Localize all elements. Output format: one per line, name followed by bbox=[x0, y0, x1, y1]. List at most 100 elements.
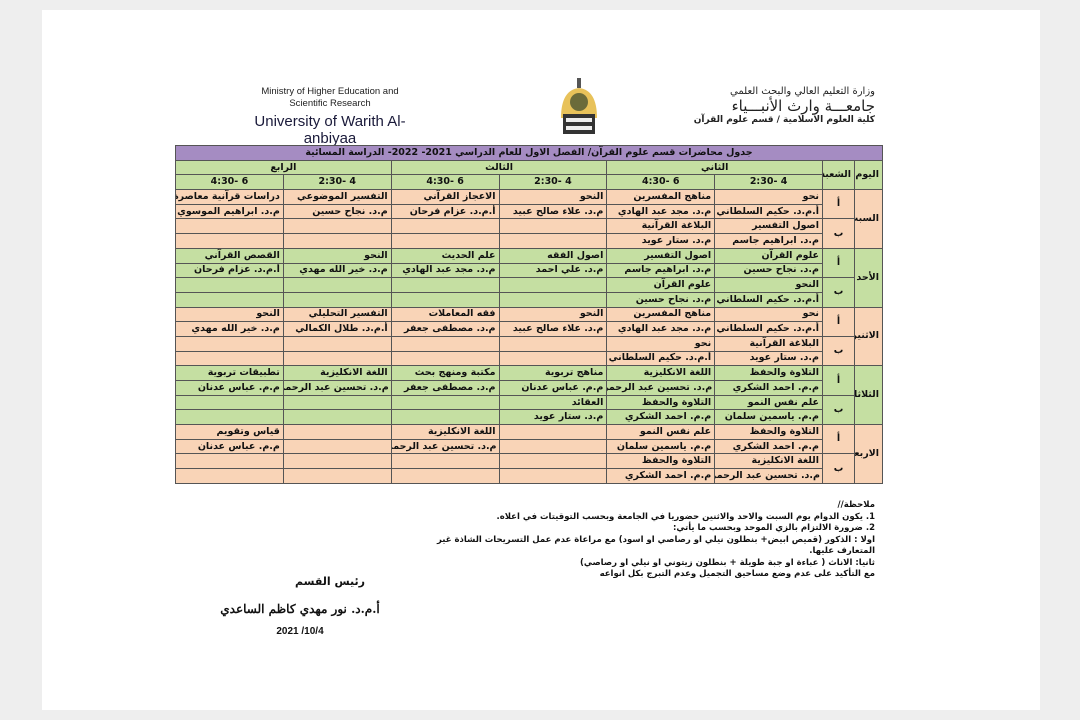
course-cell bbox=[175, 335, 284, 352]
course-cell: القصص القرآني bbox=[175, 247, 284, 264]
instructor-cell: م.د. ابراهيم الموسوي bbox=[175, 203, 284, 220]
instructor-cell bbox=[282, 350, 392, 367]
course-cell: النحو bbox=[498, 306, 608, 323]
course-cell bbox=[175, 218, 284, 235]
instructor-cell: م.د. ستار عويد bbox=[606, 233, 716, 249]
signature-name: أ.م.د. نور مهدي كاظم الساعدي bbox=[220, 602, 380, 616]
day-cell: الأحد bbox=[854, 247, 883, 308]
table-row: أ.م.د. حكيم السلطاني م.د. مجد عبد الهادي م… bbox=[175, 203, 883, 220]
course-cell bbox=[498, 277, 608, 293]
course-cell: علم نفس النمو bbox=[714, 394, 823, 411]
course-cell: نحو bbox=[606, 335, 716, 352]
instructor-cell bbox=[498, 468, 608, 484]
course-cell bbox=[390, 394, 500, 411]
section-cell: أ bbox=[822, 306, 855, 337]
signature-block: رئيس القسم أ.م.د. نور مهدي كاظم الساعدي … bbox=[200, 575, 400, 637]
instructor-cell bbox=[390, 409, 500, 426]
course-cell: نحو bbox=[714, 189, 823, 205]
table-row: م.م. احمد الشكري م.م. ياسمين سلمان م.د. تح… bbox=[175, 438, 883, 455]
year-header: الثالث bbox=[390, 159, 608, 176]
instructor-cell bbox=[498, 291, 608, 308]
course-cell: العقائد bbox=[498, 394, 608, 411]
instructor-cell: م.د. علي احمد bbox=[498, 262, 608, 279]
instructor-cell: م.م. احمد الشكري bbox=[714, 380, 823, 396]
course-cell bbox=[498, 218, 608, 235]
instructor-cell: م.م. عباس عدنان bbox=[498, 380, 608, 396]
course-cell bbox=[282, 453, 392, 470]
instructor-cell bbox=[390, 291, 500, 308]
instructor-cell: م.د. نجاح حسين bbox=[606, 291, 716, 308]
section-cell: أ bbox=[822, 247, 855, 279]
table-row: أ.م.د. حكيم السلطاني م.د. مجد عبد الهادي م… bbox=[175, 321, 883, 337]
instructor-cell: م.د. علاء صالح عبيد bbox=[498, 321, 608, 337]
course-cell: النحو bbox=[714, 277, 823, 293]
course-cell bbox=[498, 424, 608, 440]
instructor-cell bbox=[175, 233, 284, 249]
instructor-cell: م.د. مجد عبد الهادي bbox=[606, 203, 716, 220]
instructor-cell bbox=[175, 291, 284, 308]
instructor-cell: أ.م.د. طلال الكمالي bbox=[282, 321, 392, 337]
time-slot-header: 4 -2:30 bbox=[498, 174, 608, 191]
course-cell bbox=[175, 277, 284, 293]
table-row: الأحد أ علوم القرآن اصول التفسير اصول الفقه ع… bbox=[175, 247, 883, 308]
instructor-cell: م.د. ابراهيم جاسم bbox=[714, 233, 823, 249]
ministry-line-2: Scientific Research bbox=[289, 98, 371, 109]
course-cell: اللغة الانكليزية bbox=[606, 365, 716, 381]
year-header: الثاني bbox=[606, 159, 823, 176]
course-cell: مناهج المفسرين bbox=[606, 189, 716, 205]
course-cell: البلاغة القرآنية bbox=[714, 335, 823, 352]
ministry-line-1: Ministry of Higher Education and bbox=[261, 86, 399, 97]
instructor-cell bbox=[282, 233, 392, 249]
instructor-cell: م.د. تحسين عبد الرحمن bbox=[606, 380, 716, 396]
course-cell: اصول الفقه bbox=[498, 247, 608, 264]
course-cell: اللغة الانكليزية bbox=[390, 424, 500, 440]
course-cell bbox=[390, 335, 500, 352]
instructor-cell: م.د. نجاح حسين bbox=[282, 203, 392, 220]
note-line: ثانيا: الاناث ( عباءة او جبة طويلة + بنط… bbox=[579, 557, 875, 568]
section-cell: ب bbox=[822, 335, 855, 367]
section-cell: ب bbox=[822, 453, 855, 484]
course-cell: تطبيقات تربوية bbox=[175, 365, 284, 381]
year-header: الرابع bbox=[175, 159, 392, 176]
header-english: Ministry of Higher Education and Scienti… bbox=[230, 86, 430, 147]
instructor-cell bbox=[175, 350, 284, 367]
table-row: م.د. نجاح حسين م.د. ابراهيم جاسم م.د. علي … bbox=[175, 262, 883, 279]
instructor-cell bbox=[282, 468, 392, 484]
instructor-cell: م.د. مجد عبد الهادي bbox=[606, 321, 716, 337]
course-cell: اصول التفسير bbox=[606, 247, 716, 264]
instructor-cell: م.د. مصطفى جعفر bbox=[390, 380, 500, 396]
time-slot-header: 6 -4:30 bbox=[175, 174, 284, 191]
section-cell: ب bbox=[822, 277, 855, 308]
notes: ملاحظة//1. يكون الدوام يوم السبت والاحد … bbox=[420, 500, 875, 581]
day-cell: السبت bbox=[854, 189, 883, 249]
instructor-cell: م.د. ابراهيم جاسم bbox=[606, 262, 716, 279]
course-cell bbox=[282, 335, 392, 352]
instructor-cell: م.د. علاء صالح عبيد bbox=[498, 203, 608, 220]
course-cell bbox=[175, 453, 284, 470]
course-cell: اللغة الانكليزية bbox=[282, 365, 392, 381]
instructor-cell: م.د. مجد عبد الهادي bbox=[390, 262, 500, 279]
table-row: م.م. ياسمين سلمان م.م. احمد الشكري م.د. ست… bbox=[175, 409, 883, 426]
day-cell: الاثنين bbox=[854, 306, 883, 367]
course-cell: التلاوة والحفظ bbox=[714, 424, 823, 440]
table-row: ب اصول التفسير البلاغة القرآنية bbox=[175, 218, 883, 249]
course-cell bbox=[498, 453, 608, 470]
course-cell: الاعجاز القرآني bbox=[390, 189, 500, 205]
ministry-arabic: وزارة التعليم العالي والبحث العلمي bbox=[730, 86, 875, 97]
instructor-cell: م.د. تحسين عبد الرحمن bbox=[390, 438, 500, 455]
course-cell: علم الحديث bbox=[390, 247, 500, 264]
instructor-cell bbox=[390, 350, 500, 367]
course-cell: النحو bbox=[498, 189, 608, 205]
instructor-cell bbox=[175, 468, 284, 484]
time-slot-header: 6 -4:30 bbox=[606, 174, 716, 191]
instructor-cell bbox=[390, 233, 500, 249]
instructor-cell: أ.م.د. حكيم السلطاني bbox=[714, 291, 823, 308]
course-cell: دراسات قرآنية معاصرة bbox=[175, 189, 284, 205]
course-cell: فقه المعاملات bbox=[390, 306, 500, 323]
course-cell bbox=[390, 277, 500, 293]
instructor-cell: م.م. عباس عدنان bbox=[175, 438, 284, 455]
instructor-cell: أ.م.د. عزام فرحان bbox=[390, 203, 500, 220]
course-cell bbox=[390, 218, 500, 235]
instructor-cell bbox=[498, 438, 608, 455]
